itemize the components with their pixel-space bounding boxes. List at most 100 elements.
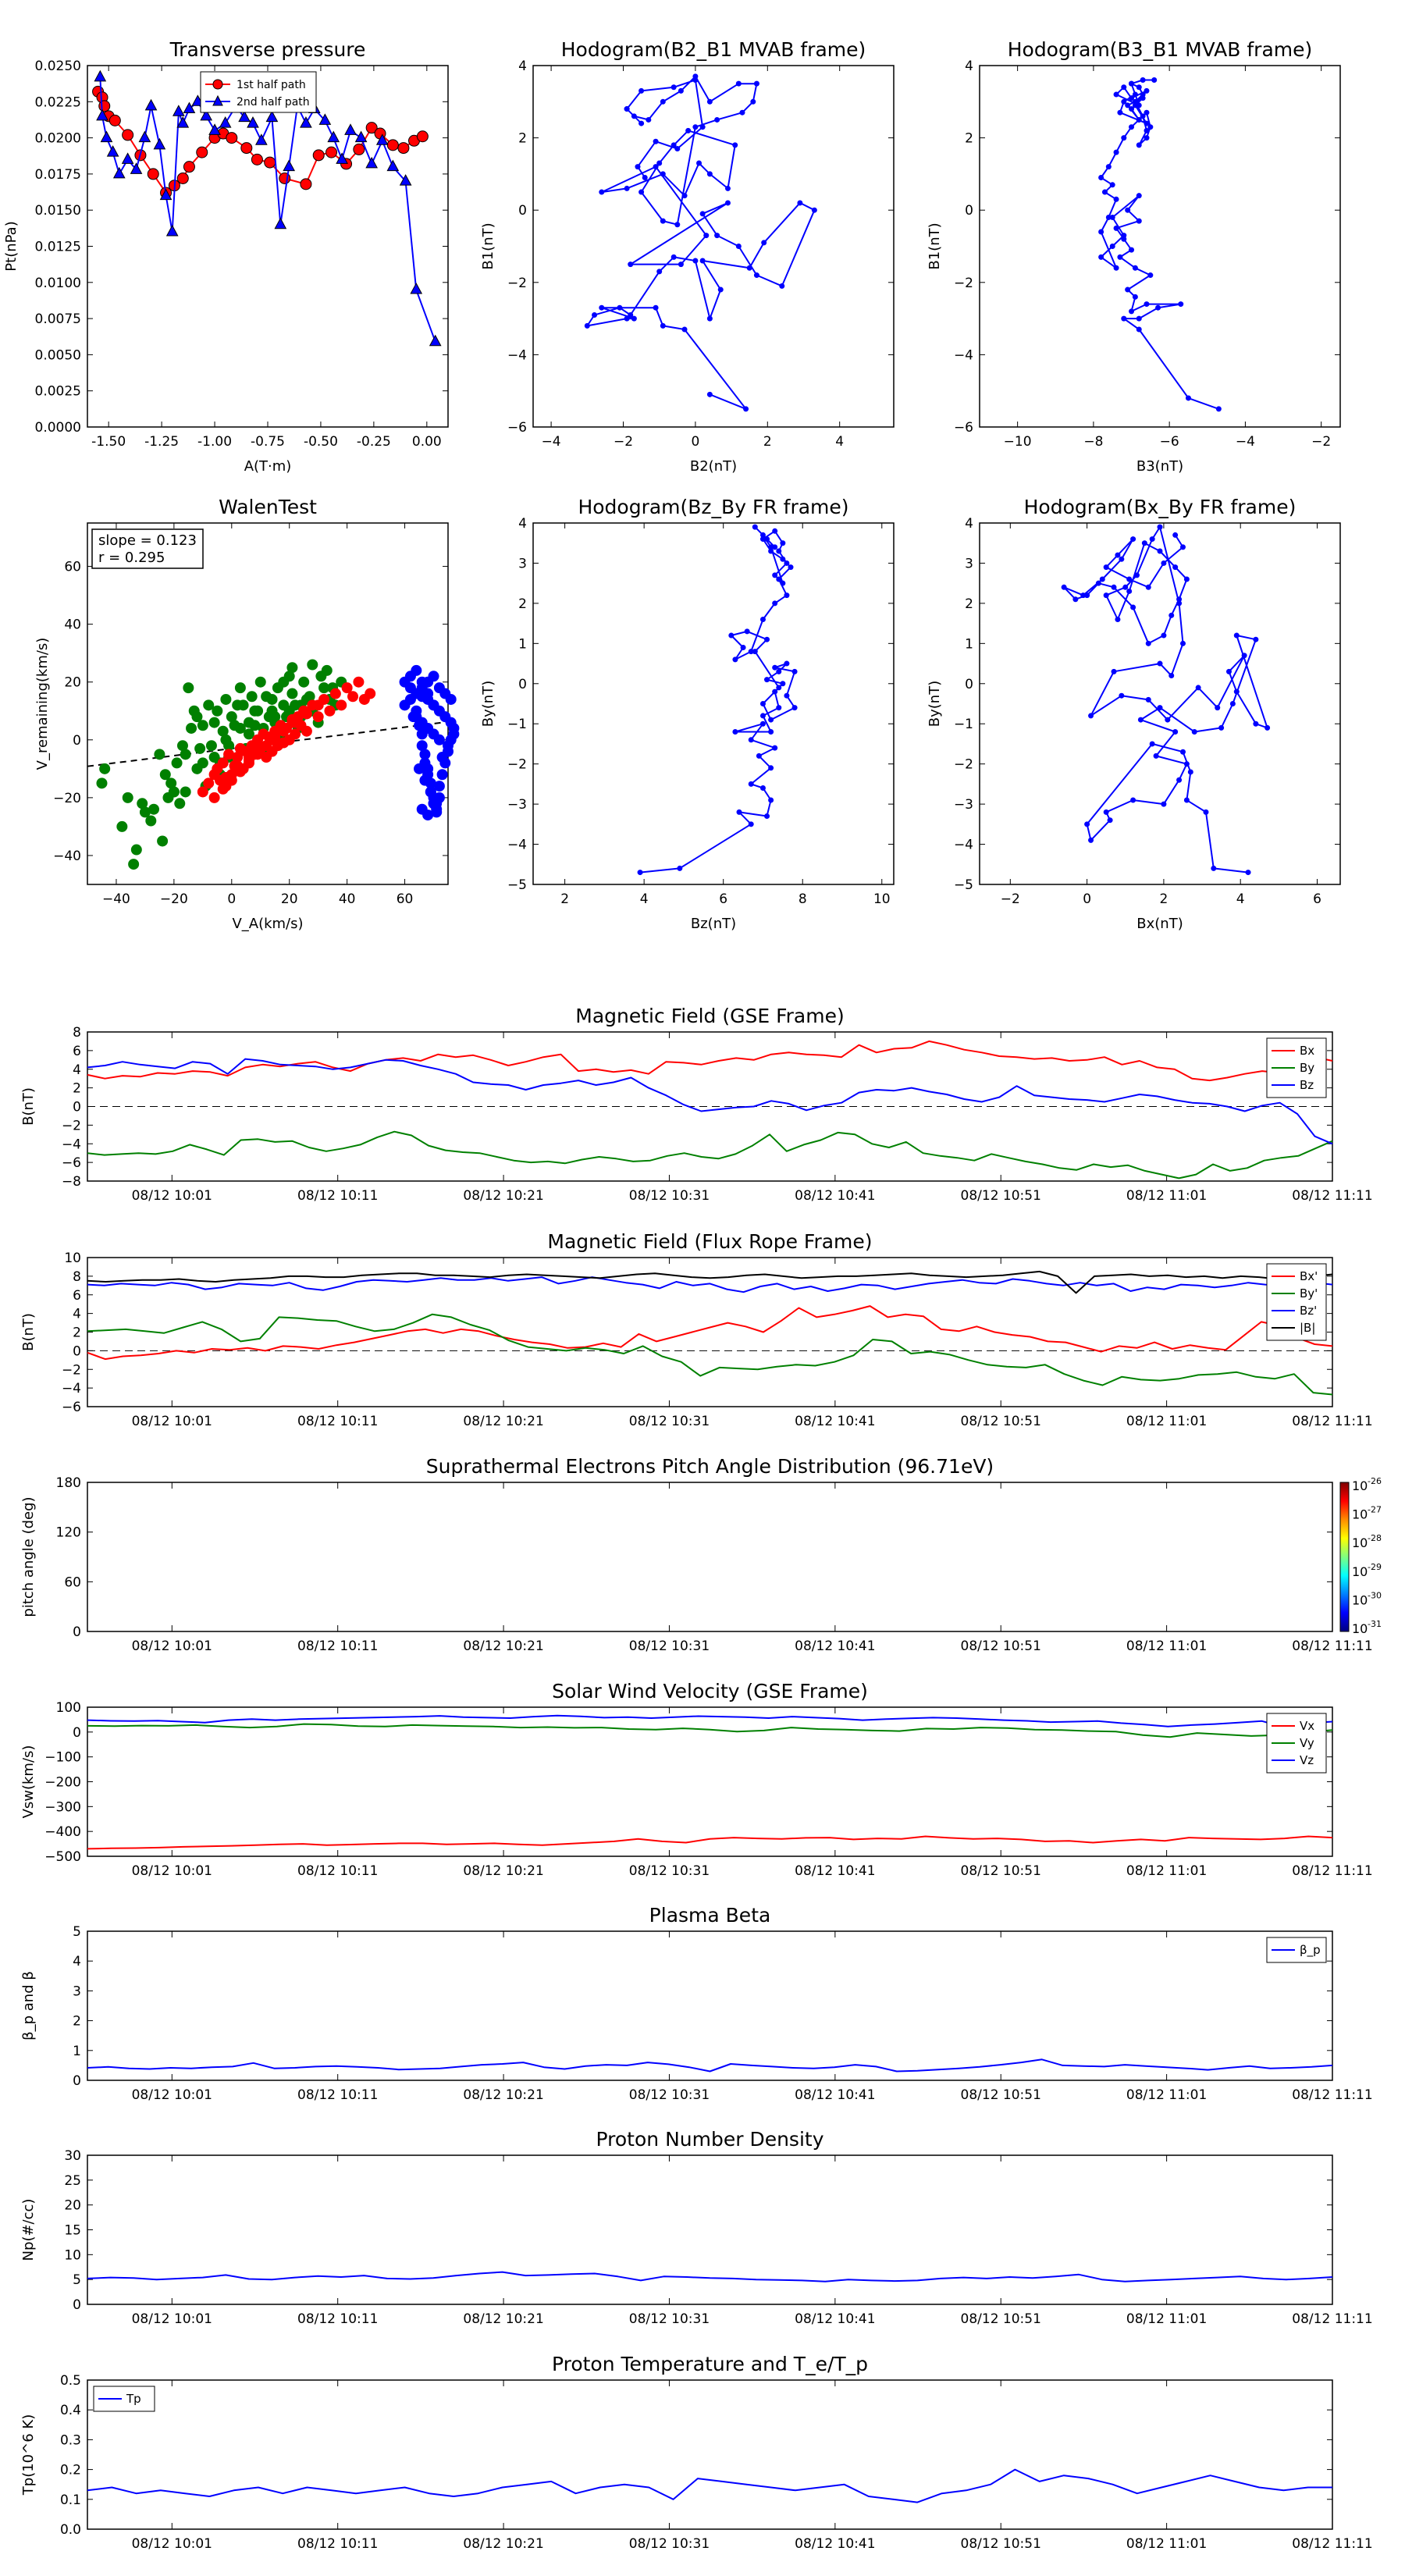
data-point bbox=[173, 105, 185, 116]
series-line bbox=[87, 1276, 1333, 1293]
data-point bbox=[200, 109, 213, 121]
data-point bbox=[638, 120, 645, 126]
data-point bbox=[1129, 95, 1135, 101]
data-point bbox=[1161, 632, 1167, 639]
data-point bbox=[768, 765, 774, 771]
legend-label: Bx bbox=[1300, 1044, 1314, 1058]
data-point bbox=[624, 185, 630, 191]
data-point bbox=[298, 676, 310, 688]
data-point bbox=[743, 406, 749, 412]
data-point bbox=[1168, 672, 1175, 678]
data-point bbox=[1215, 406, 1222, 412]
y-tick-label: −8 bbox=[62, 1174, 81, 1190]
data-point bbox=[772, 664, 778, 671]
data-point bbox=[208, 123, 221, 135]
data-point bbox=[220, 734, 232, 745]
data-point bbox=[1098, 229, 1104, 235]
data-point bbox=[1101, 189, 1108, 195]
y-tick-label: 0.0025 bbox=[35, 384, 81, 400]
y-tick-label: −5 bbox=[507, 877, 527, 893]
data-point bbox=[1157, 705, 1163, 711]
data-point bbox=[780, 580, 786, 586]
data-point bbox=[1115, 552, 1121, 558]
data-point bbox=[703, 233, 710, 239]
y-tick-label: −4 bbox=[954, 838, 973, 853]
series-line bbox=[1100, 79, 1219, 410]
x-tick-label: 08/12 10:51 bbox=[961, 1188, 1041, 1204]
data-point bbox=[1130, 604, 1136, 610]
data-point bbox=[646, 116, 652, 123]
data-point bbox=[761, 240, 767, 246]
y-tick-label: 0 bbox=[73, 1343, 81, 1359]
y-tick-label: 2 bbox=[73, 2014, 81, 2030]
data-point bbox=[1253, 636, 1259, 642]
data-point bbox=[286, 688, 298, 699]
data-point bbox=[759, 536, 766, 543]
x-tick-label: 4 bbox=[835, 434, 844, 450]
data-point bbox=[1144, 109, 1150, 116]
data-point bbox=[714, 233, 720, 239]
data-point bbox=[1141, 540, 1147, 546]
data-point bbox=[157, 835, 169, 847]
data-point bbox=[386, 159, 400, 172]
data-point bbox=[1178, 301, 1184, 308]
data-point bbox=[1145, 640, 1151, 646]
data-point bbox=[1144, 120, 1150, 126]
data-point bbox=[220, 771, 232, 783]
data-point bbox=[197, 757, 208, 769]
data-point bbox=[1179, 749, 1186, 755]
data-point bbox=[1136, 102, 1142, 109]
data-point bbox=[1084, 592, 1090, 599]
chart-title: Magnetic Field (Flux Rope Frame) bbox=[547, 1230, 872, 1253]
data-point bbox=[266, 734, 278, 745]
y-tick-label: −2 bbox=[507, 276, 527, 291]
data-point bbox=[1211, 865, 1217, 871]
x-tick-label: 08/12 10:51 bbox=[961, 2311, 1041, 2327]
y-tick-label: −40 bbox=[53, 849, 81, 864]
legend-label: Bx' bbox=[1300, 1269, 1318, 1283]
x-tick-label: 08/12 10:01 bbox=[132, 2536, 212, 2552]
data-point bbox=[174, 798, 186, 809]
y-axis-label: Np(#/cc) bbox=[20, 2199, 37, 2261]
colorbar-tick-base: 10 bbox=[1352, 1507, 1368, 1522]
x-tick-label: 08/12 10:51 bbox=[961, 1863, 1041, 1879]
data-point bbox=[1119, 692, 1125, 699]
y-tick-label: −5 bbox=[954, 877, 973, 893]
x-tick-label: 8 bbox=[799, 891, 807, 907]
data-point bbox=[692, 124, 699, 130]
x-tick-label: -1.00 bbox=[197, 434, 232, 450]
chart-title: WalenTest bbox=[219, 496, 317, 518]
x-tick-label: 08/12 10:11 bbox=[297, 1188, 378, 1204]
data-point bbox=[699, 258, 706, 264]
data-point bbox=[728, 632, 735, 639]
y-tick-label: 0.1 bbox=[60, 2492, 81, 2508]
data-point bbox=[341, 682, 353, 694]
data-point bbox=[678, 262, 684, 268]
series-line bbox=[87, 1270, 1333, 1294]
data-point bbox=[1129, 80, 1135, 87]
data-point bbox=[681, 326, 688, 333]
data-point bbox=[599, 189, 605, 195]
h3-frame bbox=[532, 522, 895, 885]
x-tick-label: 08/12 10:51 bbox=[961, 2087, 1041, 2103]
y-tick-label: 0 bbox=[965, 203, 973, 219]
data-point bbox=[706, 315, 713, 322]
x-tick-label: -0.50 bbox=[304, 434, 338, 450]
x-tick-label: −8 bbox=[1083, 434, 1103, 450]
data-point bbox=[732, 729, 738, 735]
data-point bbox=[205, 740, 217, 752]
data-point bbox=[327, 130, 340, 143]
data-point bbox=[660, 171, 666, 177]
x-tick-label: 08/12 10:51 bbox=[961, 2536, 1041, 2552]
data-point bbox=[748, 781, 754, 787]
y-tick-label: 0.0050 bbox=[35, 347, 81, 363]
data-point bbox=[656, 160, 663, 166]
data-point bbox=[1129, 247, 1135, 253]
series-line bbox=[87, 1714, 1333, 1729]
x-tick-label: 08/12 10:41 bbox=[795, 1638, 875, 1654]
data-point bbox=[1153, 753, 1159, 759]
data-point bbox=[706, 391, 713, 397]
data-point bbox=[772, 528, 778, 534]
legend-label: 2nd half path bbox=[237, 96, 310, 109]
data-point bbox=[203, 699, 215, 711]
